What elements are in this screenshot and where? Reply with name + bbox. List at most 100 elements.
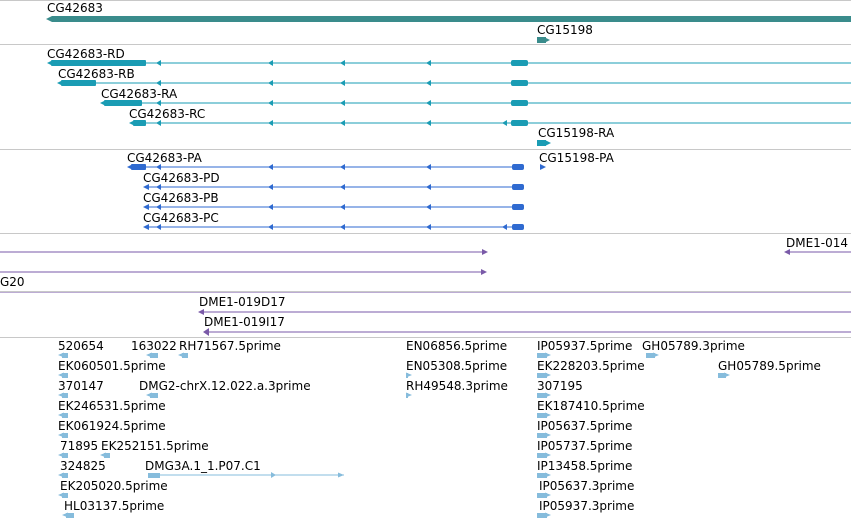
strand-arrow-left-icon — [340, 80, 345, 86]
clone-label-g20[interactable]: G20 — [0, 275, 25, 289]
strand-arrow-left-icon — [268, 80, 273, 86]
feature-exon-box — [537, 453, 547, 458]
protein-label-cg15198-pa[interactable]: CG15198-PA — [539, 151, 614, 165]
feature-end-tip-icon — [544, 37, 550, 43]
est-label[interactable]: 71895 — [60, 439, 99, 453]
est-label[interactable]: EN05308.5prime — [406, 359, 508, 373]
feature-start-tip-icon — [58, 392, 64, 398]
feature-start-tip-icon — [143, 224, 149, 230]
feature-exon-box — [182, 353, 188, 358]
feature-exon-box — [537, 140, 546, 146]
transcript-label[interactable]: CG42683-RC — [129, 107, 206, 121]
est-label[interactable]: EK060501.5prime — [58, 359, 166, 373]
est-label[interactable]: EK252151.5prime — [101, 439, 209, 453]
protein-label[interactable]: CG42683-PD — [143, 171, 220, 185]
gene-label-cg15198[interactable]: CG15198 — [537, 23, 593, 37]
est-label[interactable]: IP05637.3prime — [539, 479, 635, 493]
track-separator — [0, 233, 851, 234]
transcript-label[interactable]: CG42683-RD — [47, 47, 125, 61]
strand-arrow-left-icon — [426, 120, 431, 126]
est-label[interactable]: EK187410.5prime — [537, 399, 645, 413]
feature-start-tip-icon — [198, 309, 204, 315]
strand-arrow-left-icon — [502, 224, 507, 230]
est-label[interactable]: EK205020.5prime — [60, 479, 168, 493]
feature-exon-box — [646, 353, 655, 358]
strand-arrow-left-icon — [156, 120, 161, 126]
feature-start-tip-icon — [58, 372, 64, 378]
strand-arrow-left-icon — [268, 204, 273, 210]
est-label[interactable]: HL03137.5prime — [64, 499, 165, 513]
strand-arrow-left-icon — [156, 164, 161, 170]
feature-start-tip-icon — [62, 512, 68, 518]
strand-arrow-left-icon — [340, 204, 345, 210]
clone-label-dme1-019d17[interactable]: DME1-019D17 — [199, 295, 286, 309]
strand-arrow-left-icon — [340, 164, 345, 170]
feature-start-tip-icon — [58, 452, 64, 458]
est-label[interactable]: 324825 — [60, 459, 106, 473]
feature-end-tip-icon — [653, 352, 659, 358]
strand-arrow-left-icon — [156, 224, 161, 230]
transcript-label[interactable]: CG42683-RB — [58, 67, 135, 81]
feature-exon-box — [62, 493, 68, 498]
feature-start-tip-icon — [143, 184, 149, 190]
est-label[interactable]: DMG3A.1_1.P07.C1 — [145, 459, 261, 473]
feature-end-tip-icon — [545, 140, 551, 146]
est-label[interactable]: IP05637.5prime — [537, 419, 633, 433]
clone-label-dme1-019i17[interactable]: DME1-019I17 — [204, 315, 285, 329]
est-label[interactable]: IP13458.5prime — [537, 459, 633, 473]
feature-start-tip-icon — [46, 16, 52, 22]
est-label[interactable]: 370147 — [58, 379, 104, 393]
est-label[interactable]: EN06856.5prime — [406, 339, 508, 353]
est-label[interactable]: GH05789.3prime — [642, 339, 745, 353]
feature-exon-box — [537, 373, 547, 378]
strand-arrow-left-icon — [340, 224, 345, 230]
feature-exon-box — [131, 164, 146, 170]
feature-exon-box — [537, 433, 547, 438]
strand-arrow-left-icon — [426, 100, 431, 106]
feature-exon-box — [148, 473, 160, 478]
transcript-label-cg15198-ra[interactable]: CG15198-RA — [538, 126, 615, 140]
protein-label[interactable]: CG42683-PC — [143, 211, 219, 225]
est-label[interactable]: EK061924.5prime — [58, 419, 166, 433]
feature-end-tip-icon — [540, 164, 546, 170]
protein-label[interactable]: CG42683-PA — [127, 151, 202, 165]
feature-exon-box — [150, 353, 158, 358]
feature-start-tip-icon — [57, 80, 63, 86]
est-label[interactable]: 307195 — [537, 379, 583, 393]
strand-arrow-left-icon — [268, 184, 273, 190]
feature-start-tip-icon — [784, 249, 790, 255]
feature-exon-box — [511, 80, 528, 86]
est-label[interactable]: IP05737.5prime — [537, 439, 633, 453]
feature-exon-box — [62, 393, 68, 398]
protein-label[interactable]: CG42683-PB — [143, 191, 219, 205]
track-separator — [0, 291, 851, 292]
est-label[interactable]: RH71567.5prime — [179, 339, 281, 353]
gene-label-cg42683[interactable]: CG42683 — [47, 1, 103, 15]
est-label[interactable]: GH05789.5prime — [718, 359, 821, 373]
feature-exon-box — [133, 120, 146, 126]
strand-arrow-left-icon — [340, 60, 345, 66]
feature-exon-box — [62, 413, 68, 418]
est-label[interactable]: EK228203.5prime — [537, 359, 645, 373]
feature-exon-box — [511, 120, 528, 126]
feature-start-tip-icon — [47, 60, 53, 66]
feature-exon-box — [62, 373, 68, 378]
strand-arrow-left-icon — [340, 184, 345, 190]
feature-start-tip-icon — [203, 328, 209, 336]
est-label[interactable]: RH49548.3prime — [406, 379, 508, 393]
est-label[interactable]: EK246531.5prime — [58, 399, 166, 413]
clone-label-dme1-014[interactable]: DME1-014 — [786, 236, 849, 250]
est-label[interactable]: 520654 — [58, 339, 104, 353]
feature-end-tip-icon — [545, 412, 551, 418]
est-label[interactable]: DMG2-chrX.12.022.a.3prime — [139, 379, 311, 393]
feature-start-tip-icon — [178, 352, 184, 358]
strand-arrow-right-icon — [271, 472, 276, 478]
est-label[interactable]: IP05937.5prime — [537, 339, 633, 353]
est-label[interactable]: IP05937.3prime — [539, 499, 635, 513]
transcript-label[interactable]: CG42683-RA — [101, 87, 178, 101]
est-label[interactable]: 163022 — [131, 339, 177, 353]
feature-end-tip-icon — [545, 352, 551, 358]
feature-start-tip-icon — [100, 452, 106, 458]
strand-arrow-left-icon — [156, 184, 161, 190]
